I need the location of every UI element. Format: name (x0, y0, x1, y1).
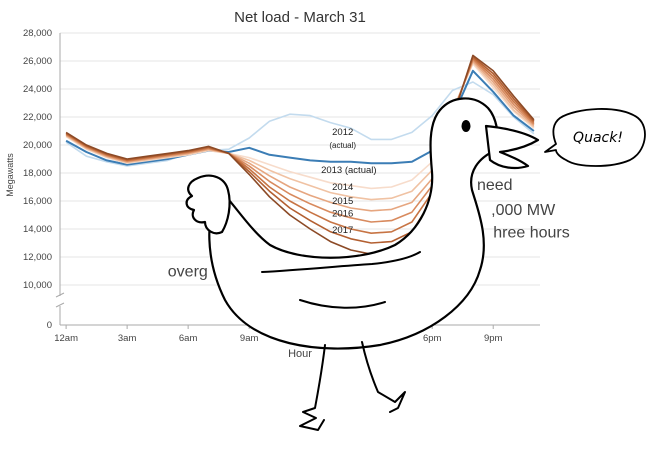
speech-bubble-text: Quack! (573, 130, 623, 146)
x-tick-label: 9am (240, 333, 259, 344)
x-tick-label: 12am (54, 333, 78, 344)
annotation-label: ,000 MW (491, 202, 556, 219)
x-tick-label: 3am (118, 333, 137, 344)
y-tick-labels: 0 10,000 12,000 14,000 16,000 18,000 20,000 22,… (23, 28, 52, 331)
y-tick-label: 0 (47, 320, 52, 331)
duck-eye (461, 120, 471, 132)
y-tick-label: 24,000 (23, 84, 52, 95)
y-tick-label: 18,000 (23, 168, 52, 179)
annotation-label: 2017 (332, 225, 353, 236)
y-tick-label: 22,000 (23, 112, 52, 123)
annotation-label: 2014 (332, 182, 353, 193)
x-tick-label: 9pm (484, 333, 503, 344)
annotation-label: 2012 (332, 127, 353, 138)
chart-title: Net load - March 31 (234, 9, 366, 26)
y-tick-label: 16,000 (23, 196, 52, 207)
y-tick-label: 10,000 (23, 280, 52, 291)
x-axis-label: Hour (288, 348, 312, 360)
annotation-label: need (477, 177, 513, 194)
gridlines (60, 32, 540, 286)
axis-break-mark (55, 292, 65, 308)
annotation-label: 2015 (332, 196, 353, 207)
annotation-label: hree hours (493, 224, 570, 241)
y-tick-label: 20,000 (23, 140, 52, 151)
y-tick-label: 28,000 (23, 28, 52, 39)
y-tick-label: 14,000 (23, 224, 52, 235)
annotation-label: overg (168, 264, 208, 281)
y-tick-label: 12,000 (23, 252, 52, 263)
y-tick-label: 26,000 (23, 56, 52, 67)
x-tick-labels: 12am 3am 6am 9am 6pm 9pm (54, 333, 502, 344)
duck-illustration (185, 97, 540, 431)
annotation-label: 2016 (332, 208, 353, 219)
annotation-label: 2013 (actual) (321, 165, 376, 176)
x-tick-label: 6am (179, 333, 198, 344)
x-tick-label: 6pm (423, 333, 442, 344)
series-line-2012-actual- (65, 81, 535, 167)
y-axis-label: Megawatts (5, 153, 15, 197)
speech-bubble: Quack! (544, 108, 646, 167)
annotation-label: (actual) (329, 141, 356, 150)
